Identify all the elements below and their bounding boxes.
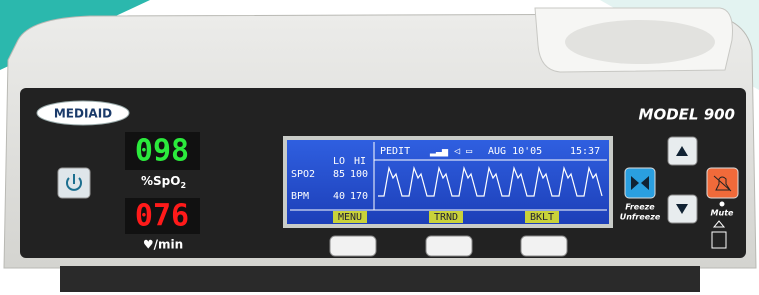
lcd-row-hi: 100: [350, 169, 368, 180]
page: MEDIAID MODEL 900 098 %SpO2 076 ♥/min PE…: [0, 0, 759, 295]
model: MODEL 900: [639, 106, 735, 124]
spo2-label: %SpO2: [141, 174, 186, 190]
pulse-label: ♥/min: [143, 238, 183, 252]
brand: MEDIAID: [54, 107, 112, 121]
softkey-label: TRND: [434, 212, 458, 223]
lcd-col-hi: HI: [354, 156, 366, 167]
freeze-button[interactable]: [625, 168, 655, 198]
lcd-row-hi: 170: [350, 191, 368, 202]
lcd-row-name: BPM: [291, 191, 309, 202]
lcd-mode: PEDIT: [380, 146, 410, 157]
spo2-label-subscript: 2: [180, 181, 186, 190]
softkey-button[interactable]: [426, 236, 472, 256]
base: [60, 266, 700, 292]
mute-indicator: [720, 202, 725, 207]
spo2-reading: 098: [135, 134, 189, 169]
pulse-reading: 076: [135, 199, 189, 234]
lcd-date: AUG 10'05: [488, 146, 542, 157]
softkey-button[interactable]: [330, 236, 376, 256]
lcd-status-icons: ▂▃▅ ◁ ▭: [429, 146, 472, 157]
lcd-row-lo: 85: [333, 169, 345, 180]
recess-shadow: [565, 20, 715, 64]
softkey-label: BKLT: [530, 212, 554, 223]
softkey-label: MENU: [338, 212, 362, 223]
mute-label: Mute: [711, 209, 734, 218]
spo2-label-text: %SpO: [141, 174, 180, 188]
freeze-label: Freeze: [625, 203, 655, 212]
lcd-row-name: SPO2: [291, 169, 315, 180]
lcd-row-lo: 40: [333, 191, 345, 202]
unfreeze-label: Unfreeze: [620, 213, 661, 222]
lcd-time: 15:37: [570, 146, 600, 157]
lcd-col-lo: LO: [333, 156, 345, 167]
softkey-button[interactable]: [521, 236, 567, 256]
device-photo: MEDIAID MODEL 900 098 %SpO2 076 ♥/min PE…: [0, 0, 759, 295]
